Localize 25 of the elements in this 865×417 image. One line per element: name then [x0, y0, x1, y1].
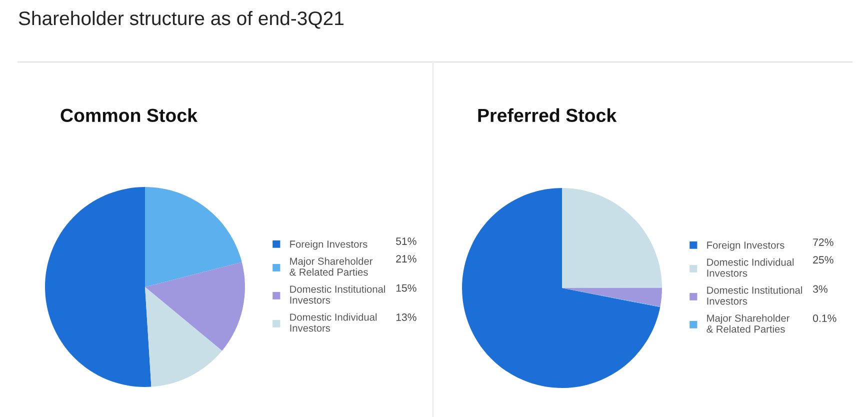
data-label: 51% — [396, 238, 416, 245]
data-label: 25% — [813, 256, 834, 264]
legend-label: Domestic Institutional Investors — [290, 285, 386, 304]
legend-label: Domestic Institutional Investors — [707, 286, 802, 305]
pie-slice — [145, 287, 222, 387]
pie-slice — [45, 187, 152, 387]
legend-label: Domestic Individual Investors — [707, 258, 794, 277]
legend-label: Major Shareholder & Related Parties — [706, 314, 790, 333]
data-label: 21% — [396, 255, 416, 263]
pie-slice — [145, 262, 245, 351]
legend-label: Foreign Investors — [290, 240, 368, 250]
data-label: 72% — [813, 238, 834, 246]
data-label: 15% — [396, 284, 416, 292]
data-label: 3% — [813, 285, 828, 293]
legend-label: Domestic Individual Investors — [290, 313, 377, 332]
chart-title: Common Stock — [60, 108, 198, 122]
legend-label: Foreign Investors — [707, 241, 784, 251]
legend-label: Major Shareholder & Related Parties — [290, 257, 373, 276]
pie-slice — [562, 188, 662, 288]
pie-slice — [462, 188, 660, 388]
chart-title: Preferred Stock — [478, 108, 617, 122]
data-label: 13% — [396, 313, 416, 321]
pie-slice — [145, 187, 242, 287]
text: Shareholder structure as of end-3Q21 — [18, 10, 344, 29]
data-label: 0.1% — [813, 314, 836, 322]
